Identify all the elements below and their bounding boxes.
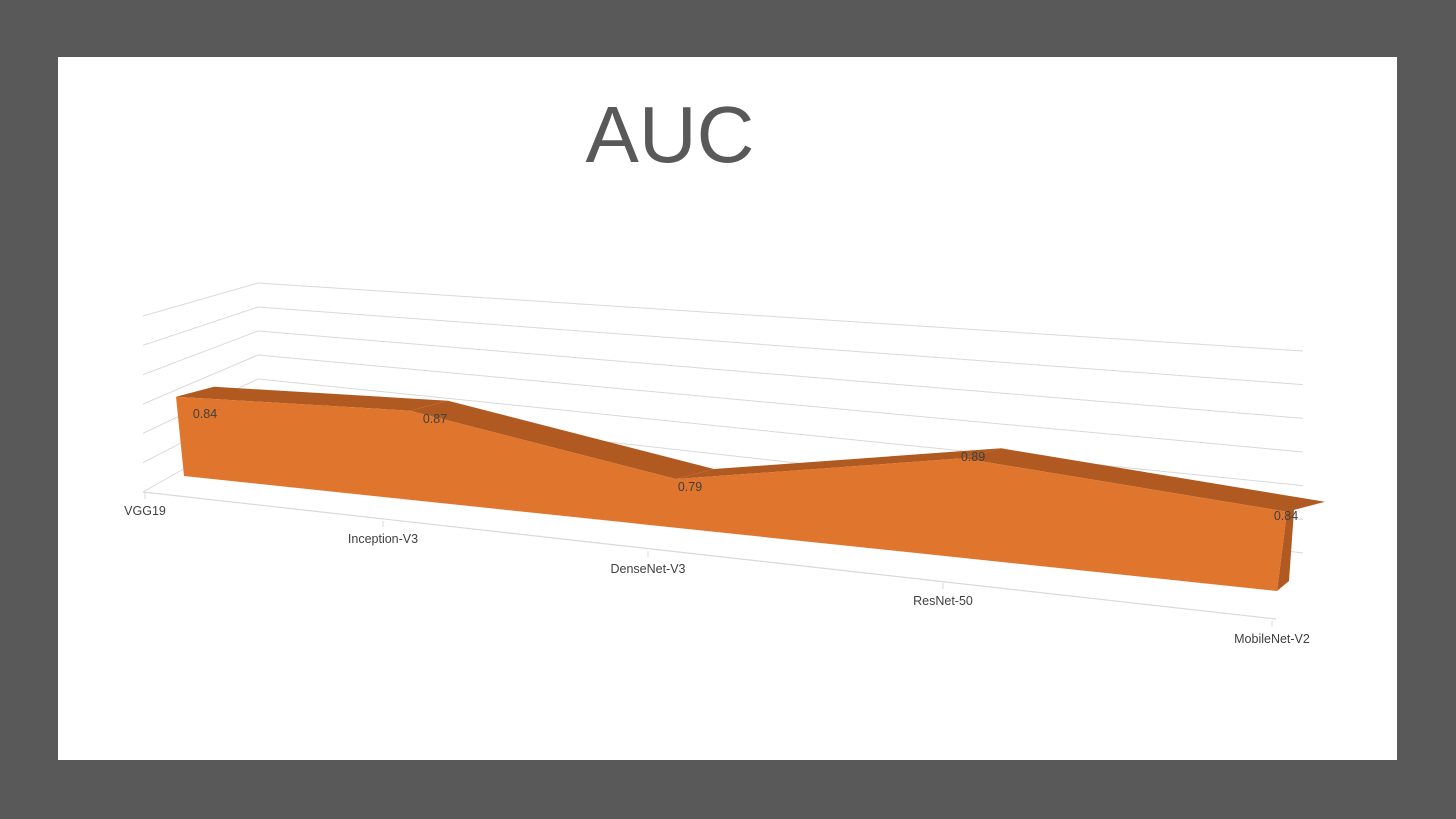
gridlines: [142, 282, 1304, 554]
back-gridline: [257, 354, 1304, 453]
side-gridline: [142, 330, 259, 376]
data-labels: 0.84 0.87 0.79 0.89 0.84: [193, 407, 1298, 523]
data-label: 0.87: [423, 412, 447, 426]
area-side-face: [1277, 501, 1295, 591]
category-label: MobileNet-V2: [1234, 632, 1310, 646]
category-axis: VGG19 Inception-V3 DenseNet-V3 ResNet-50 Mob…: [124, 491, 1310, 646]
data-label: 0.89: [961, 450, 985, 464]
category-label: Inception-V3: [348, 532, 418, 546]
data-label: 0.84: [193, 407, 217, 421]
area-top-face: [676, 448, 1001, 480]
side-gridline: [142, 282, 259, 317]
area-top-face: [963, 448, 1325, 512]
data-label: 0.79: [678, 480, 702, 494]
back-gridline: [257, 282, 1304, 352]
area-series: [176, 386, 1325, 591]
back-gridline: [257, 378, 1304, 487]
category-label: DenseNet-V3: [610, 562, 685, 576]
area-front-face: [176, 396, 1287, 591]
category-label: ResNet-50: [913, 594, 973, 608]
data-label: 0.84: [1274, 509, 1298, 523]
back-gridline: [257, 330, 1304, 419]
chart-title: AUC: [585, 90, 755, 179]
back-gridline: [257, 306, 1304, 386]
category-axis-line: [142, 491, 1277, 620]
side-gridline: [142, 354, 259, 405]
category-label: VGG19: [124, 504, 166, 518]
area-top-face: [410, 400, 714, 480]
area-top-face: [176, 386, 448, 411]
side-gridline: [142, 306, 259, 346]
